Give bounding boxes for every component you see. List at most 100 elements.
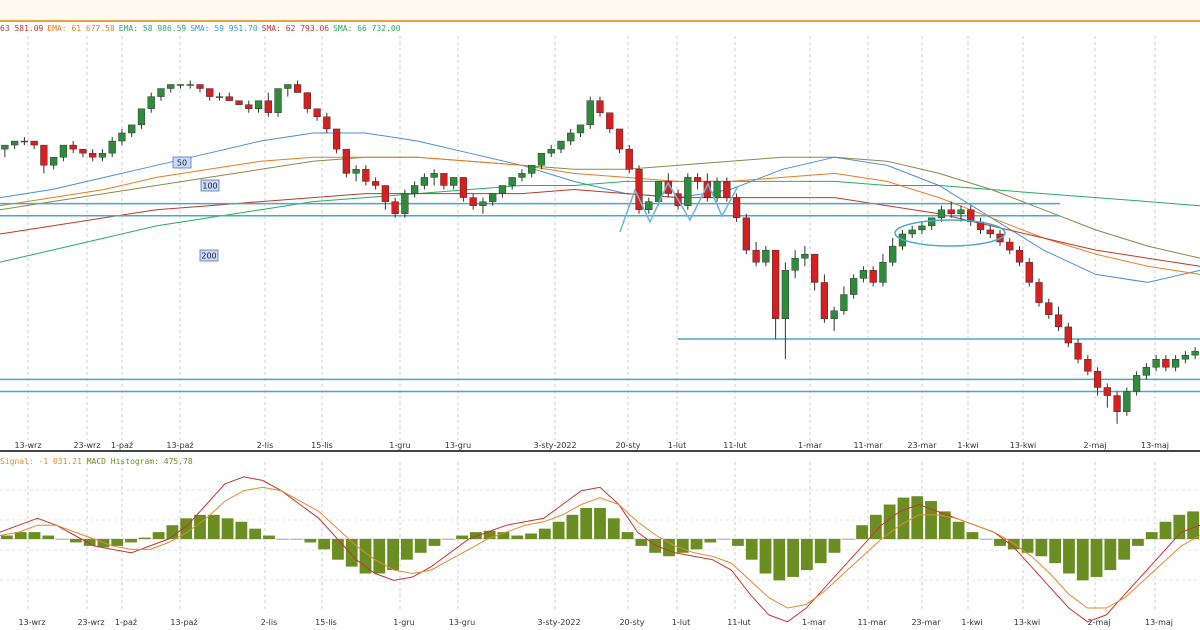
- macd-hist-bar: [1173, 515, 1185, 539]
- candle-body: [353, 169, 360, 173]
- candle-body: [470, 198, 477, 206]
- candle-body: [431, 173, 438, 177]
- macd-x-tick-label: 1-paź: [115, 618, 137, 627]
- macd-hist-bar: [622, 532, 634, 539]
- macd-x-tick-label: 13-maj: [1145, 618, 1173, 627]
- macd-hist-bar: [925, 501, 937, 539]
- candle-body: [1114, 396, 1121, 412]
- candle-body: [743, 218, 750, 250]
- candle-body: [1026, 262, 1033, 282]
- macd-x-tick-label: 11-lut: [727, 618, 751, 627]
- macd-hist-bar: [291, 539, 303, 540]
- x-tick-label: 1-gru: [389, 441, 410, 450]
- candle-body: [89, 153, 96, 157]
- candle-body: [206, 89, 213, 97]
- x-tick-label: 13-gru: [445, 441, 472, 450]
- x-tick-label: 1-mar: [798, 441, 823, 450]
- x-tick-label: 13-maj: [1141, 441, 1169, 450]
- candle-body: [411, 185, 418, 193]
- x-tick-label: 3-sty-2022: [533, 441, 576, 450]
- macd-hist-bar: [125, 539, 137, 542]
- candle-body: [811, 254, 818, 282]
- candle-body: [1104, 387, 1111, 395]
- macd-hist-bar: [1104, 539, 1116, 570]
- candle-body: [255, 101, 262, 109]
- candle-body: [1055, 315, 1062, 327]
- macd-x-tick-label: 1-mar: [802, 618, 827, 627]
- x-tick-label: 2-maj: [1084, 441, 1107, 450]
- macd-hist-bar: [139, 538, 151, 539]
- candle-body: [958, 210, 965, 214]
- candle-body: [304, 93, 311, 109]
- candle-body: [772, 250, 779, 319]
- candle-body: [216, 97, 223, 98]
- candle-body: [1065, 327, 1072, 343]
- x-tick-label: 13-kwi: [1010, 441, 1036, 450]
- candle-body: [684, 177, 691, 205]
- candle-body: [167, 84, 174, 88]
- candle-body: [11, 141, 18, 145]
- candle-body: [1143, 367, 1150, 375]
- candle-body: [860, 270, 867, 278]
- macd-hist-bar: [553, 522, 565, 539]
- candle-body: [694, 177, 701, 181]
- macd-hist-bar: [1, 536, 13, 539]
- macd-hist-bar: [29, 532, 41, 539]
- candle-body: [70, 145, 77, 149]
- candle-body: [616, 129, 623, 149]
- macd-hist-bar: [235, 522, 247, 539]
- x-tick-label: 15-lis: [311, 441, 333, 450]
- macd-hist-bar: [608, 518, 620, 539]
- macd-hist-bar: [635, 539, 647, 546]
- macd-hist-bar: [760, 539, 772, 574]
- macd-hist-bar: [318, 539, 330, 549]
- candle-body: [460, 177, 467, 197]
- candle-body: [919, 226, 926, 230]
- candle-body: [606, 113, 613, 129]
- x-tick-label: 1-paź: [111, 441, 133, 450]
- macd-hist-bar: [539, 529, 551, 539]
- candle-body: [987, 230, 994, 234]
- candle-body: [626, 149, 633, 169]
- macd-x-tick-label: 2-maj: [1088, 618, 1111, 627]
- macd-hist-bar: [304, 539, 316, 542]
- macd-legend: Signal: -1 031.21 MACD Histogram: 475.78: [0, 457, 193, 466]
- candle-body: [909, 230, 916, 234]
- candle-body: [158, 89, 165, 97]
- candle-body: [284, 84, 291, 88]
- candle-body: [519, 173, 526, 177]
- macd-hist-bar: [249, 529, 261, 539]
- candle-body: [567, 133, 574, 141]
- macd-hist-bar: [456, 536, 468, 539]
- candle-body: [177, 84, 184, 85]
- candle-body: [733, 198, 740, 218]
- candle-body: [1075, 343, 1082, 359]
- x-tick-label: 13-wrz: [14, 441, 41, 450]
- macd-hist-bar: [84, 539, 96, 546]
- candle-body: [831, 311, 838, 319]
- candle-body: [392, 202, 399, 214]
- macd-x-tick-label: 23-mar: [911, 618, 941, 627]
- candle-body: [1133, 375, 1140, 391]
- macd-hist-bar: [277, 539, 289, 540]
- candle-body: [128, 125, 135, 133]
- macd-hist-bar: [1035, 539, 1047, 556]
- macd-signal-text: Signal: -1 031.21: [0, 457, 82, 466]
- candle-body: [499, 185, 506, 193]
- candle-body: [1153, 359, 1160, 367]
- candle-body: [343, 149, 350, 173]
- macd-x-tick-label: 13-paź: [170, 618, 197, 627]
- candle-body: [236, 101, 243, 105]
- macd-hist-bar: [1160, 522, 1172, 539]
- candle-body: [1192, 351, 1199, 355]
- macd-hist-bar: [718, 539, 730, 540]
- candle-body: [401, 194, 408, 214]
- macd-hist-bar: [898, 498, 910, 539]
- macd-hist-bar: [111, 539, 123, 546]
- macd-hist-bar: [1091, 539, 1103, 577]
- candle-body: [880, 262, 887, 282]
- candle-body: [99, 153, 106, 157]
- candle-body: [558, 141, 565, 149]
- x-tick-label: 11-mar: [853, 441, 883, 450]
- macd-hist-bar: [525, 533, 537, 539]
